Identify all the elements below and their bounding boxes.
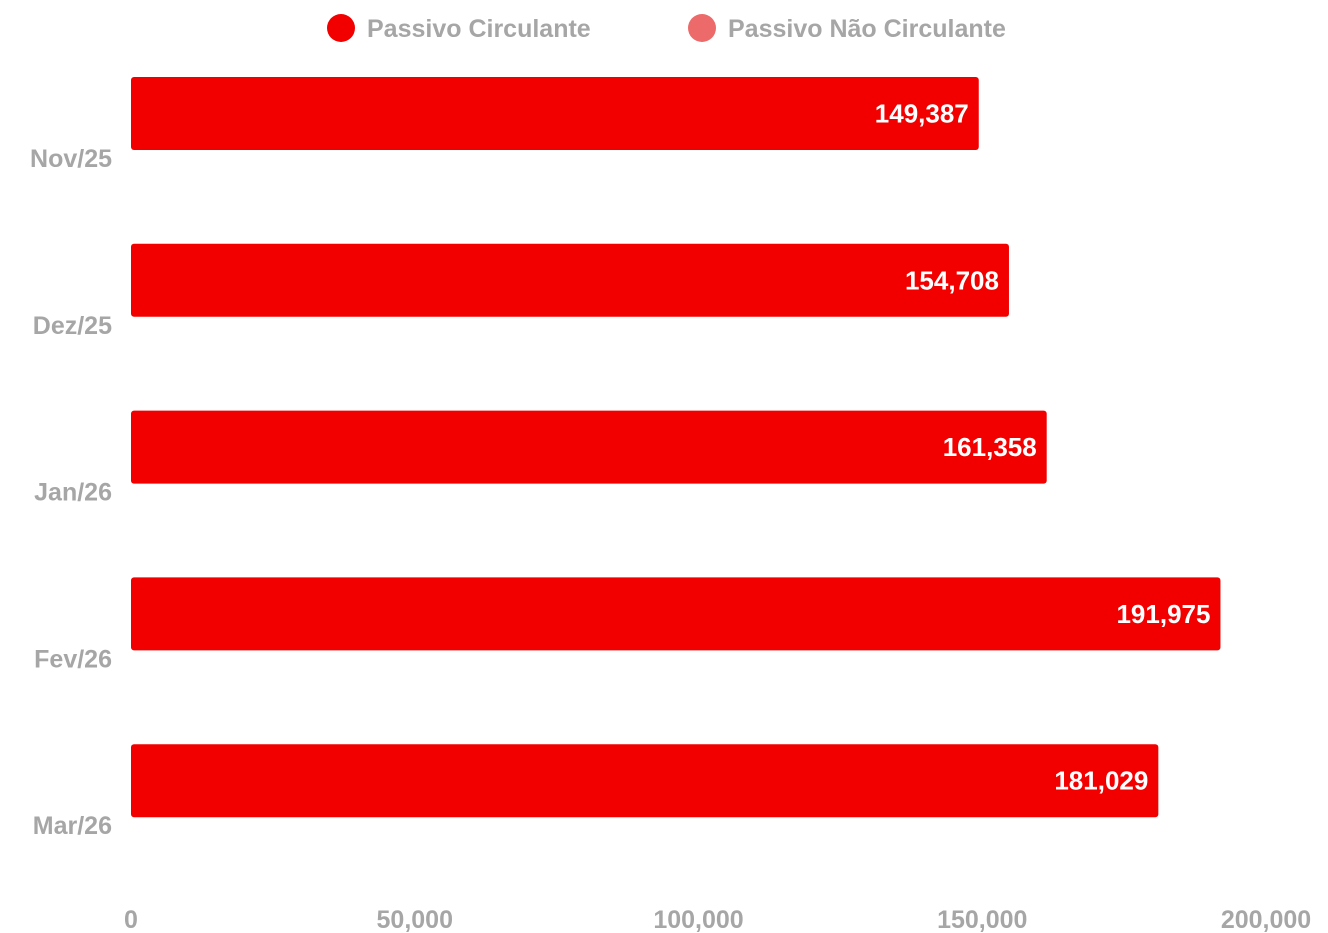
legend-marker xyxy=(327,14,355,42)
tick-label: 0 xyxy=(124,906,138,933)
tick-label: 100,000 xyxy=(653,906,743,933)
tick-label: 200,000 xyxy=(1221,906,1311,933)
value-axis: 0 50,000 100,000 150,000 200,000 xyxy=(124,906,1311,933)
data-label: 149,387 xyxy=(875,99,969,129)
bar xyxy=(131,744,1159,818)
data-label: 161,358 xyxy=(943,432,1037,462)
tick-label: 50,000 xyxy=(377,906,453,933)
bar xyxy=(131,77,979,150)
legend: Passivo Circulante Passivo Não Circulante xyxy=(327,14,1006,43)
legend-label: Passivo Circulante xyxy=(367,15,591,43)
data-label: 181,029 xyxy=(1054,766,1148,796)
data-label: 191,975 xyxy=(1116,599,1210,629)
legend-marker xyxy=(688,14,716,42)
category-label: Jan/26 xyxy=(34,479,112,507)
bars: 149,387 154,708 161,358 191,975 181,029 xyxy=(131,77,1221,818)
category-axis: Nov/25 Dez/25 Jan/26 Fev/26 Mar/26 xyxy=(30,145,112,840)
category-label: Fev/26 xyxy=(34,645,112,673)
category-label: Dez/25 xyxy=(33,312,112,340)
bar xyxy=(131,243,1009,317)
legend-label: Passivo Não Circulante xyxy=(728,15,1006,43)
bar xyxy=(131,410,1047,484)
bar xyxy=(131,577,1221,651)
category-label: Mar/26 xyxy=(33,812,112,840)
category-label: Nov/25 xyxy=(30,145,112,173)
data-label: 154,708 xyxy=(905,265,999,295)
tick-label: 150,000 xyxy=(937,906,1027,933)
